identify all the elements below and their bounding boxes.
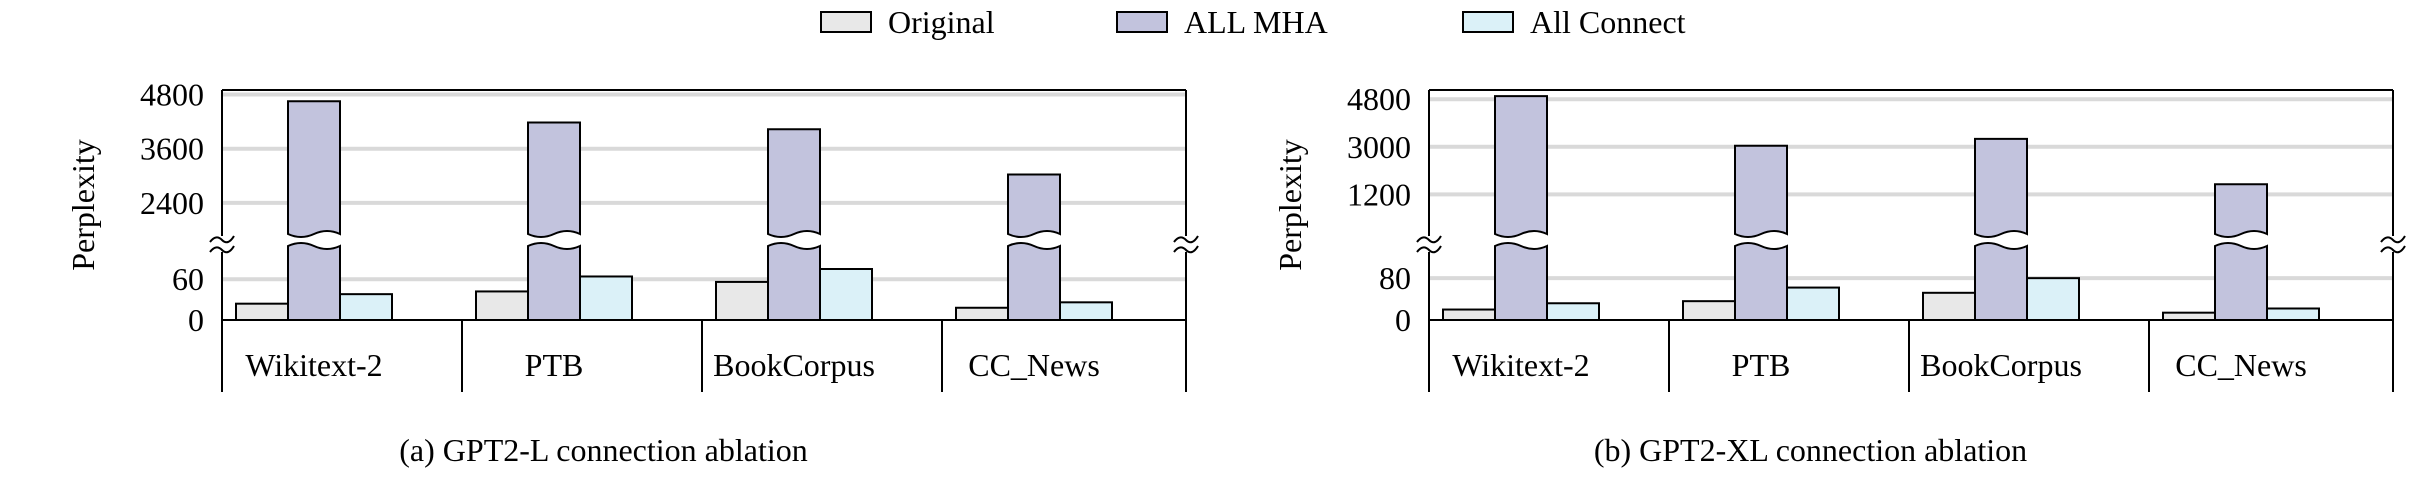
bar-all-mha-wikitext-2-upper — [1494, 95, 1548, 238]
axis-break-mark — [2380, 245, 2406, 254]
axis-break-mark — [1173, 245, 1199, 254]
y-tick-label: 3000 — [1347, 129, 1411, 165]
y-tick-label: 1200 — [1347, 176, 1411, 212]
y-tick-label: 4800 — [1347, 81, 1411, 117]
y-tick-label: 60 — [172, 261, 204, 297]
bar-all-mha-cc-news-upper — [1007, 173, 1061, 238]
y-tick-label: 0 — [188, 302, 204, 338]
bar-all-connect-wikitext-2 — [1546, 302, 1600, 321]
bar-original-ptb — [475, 290, 529, 322]
y-tick-label: 4800 — [140, 77, 204, 113]
bar-all-connect-bookcorpus — [2026, 277, 2080, 321]
axis-break-mark — [209, 235, 235, 244]
x-tick-label-ptb: PTB — [1732, 347, 1791, 383]
axis-break-mark — [209, 245, 235, 254]
caption-gpt2-xl: (b) GPT2-XL connection ablation — [1593, 432, 2028, 468]
bar-original-cc-news — [955, 306, 1009, 322]
axis-break-mark — [1416, 235, 1442, 244]
bar-original-wikitext-2 — [235, 302, 289, 321]
legend-swatch-all-mha — [1116, 11, 1168, 33]
bar-all-mha-ptb-upper — [527, 121, 581, 238]
legend-swatch-original — [820, 11, 872, 33]
x-tick-label-ptb: PTB — [525, 347, 584, 383]
y-tick-label: 80 — [1379, 260, 1411, 296]
bar-all-connect-bookcorpus — [819, 268, 873, 321]
y-axis-label: Perplexity — [1272, 139, 1308, 271]
chart-legend: Original ALL MHA All Connect — [0, 0, 2415, 46]
axis-break-mark — [1416, 245, 1442, 254]
bar-all-mha-bookcorpus-lower — [1974, 242, 2028, 321]
axis-break-mark — [2380, 235, 2406, 244]
legend-label-all-connect: All Connect — [1530, 4, 1686, 40]
bar-original-ptb — [1682, 300, 1736, 321]
legend-label-all-mha: ALL MHA — [1184, 4, 1328, 40]
legend-swatch-all-connect — [1462, 11, 1514, 33]
y-axis-label: Perplexity — [65, 139, 101, 271]
bar-all-mha-cc-news-lower — [1007, 242, 1061, 321]
bar-all-mha-wikitext-2-lower — [1494, 242, 1548, 321]
bar-original-cc-news — [2162, 311, 2216, 321]
bar-all-mha-bookcorpus-upper — [1974, 137, 2028, 238]
bar-all-mha-bookcorpus-upper — [767, 128, 821, 238]
bar-all-connect-wikitext-2 — [339, 293, 393, 322]
legend-item-all-connect: All Connect — [1462, 2, 1686, 42]
bar-all-mha-ptb-lower — [1734, 242, 1788, 321]
bar-original-bookcorpus — [1922, 291, 1976, 321]
y-tick-label: 3600 — [140, 131, 204, 167]
axis-break-mark — [1173, 235, 1199, 244]
chart-panel-gpt2-xl: 1200 3000 4800 0 80 Perplexity Wikitext-2 PTB Bo… — [1272, 81, 2406, 392]
bar-all-mha-cc-news-upper — [2214, 183, 2268, 238]
bar-all-mha-ptb-upper — [1734, 144, 1788, 238]
caption-gpt2-l: (a) GPT2-L connection ablation — [399, 432, 808, 468]
bar-all-mha-wikitext-2-lower — [287, 242, 341, 321]
legend-item-all-mha: ALL MHA — [1116, 2, 1328, 42]
y-tick-label: 2400 — [140, 185, 204, 221]
x-tick-label-wikitext-2: Wikitext-2 — [1452, 347, 1589, 383]
bar-all-connect-cc-news — [1059, 301, 1113, 322]
bar-all-mha-ptb-lower — [527, 242, 581, 321]
y-tick-label: 0 — [1395, 302, 1411, 338]
bar-all-mha-bookcorpus-lower — [767, 242, 821, 321]
bar-original-wikitext-2 — [1442, 308, 1496, 321]
x-tick-label-bookcorpus: BookCorpus — [713, 347, 875, 383]
x-tick-label-bookcorpus: BookCorpus — [1920, 347, 2082, 383]
bar-all-mha-wikitext-2-upper — [287, 100, 341, 238]
bar-all-mha-cc-news-lower — [2214, 242, 2268, 321]
x-tick-label-wikitext-2: Wikitext-2 — [245, 347, 382, 383]
x-tick-label-cc-news: CC_News — [2175, 347, 2307, 383]
bar-all-connect-ptb — [579, 275, 633, 322]
chart-panel-gpt2-l: 2400 3600 4800 0 60 Perplexity Wikitext-2 PTB Bo… — [65, 77, 1199, 392]
bar-all-connect-cc-news — [2266, 307, 2320, 322]
legend-label-original: Original — [888, 4, 995, 40]
bar-original-bookcorpus — [715, 280, 769, 322]
x-tick-label-cc-news: CC_News — [968, 347, 1100, 383]
bar-all-connect-ptb — [1786, 286, 1840, 322]
legend-item-original: Original — [820, 2, 995, 42]
